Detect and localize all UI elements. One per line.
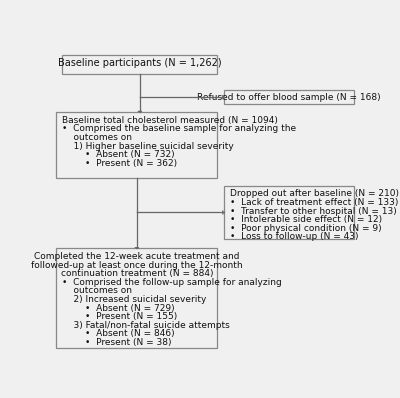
- Text: Dropped out after baseline (N = 210): Dropped out after baseline (N = 210): [230, 189, 399, 198]
- Text: •  Lack of treatment effect (N = 133): • Lack of treatment effect (N = 133): [230, 198, 398, 207]
- Text: •  Absent (N = 729): • Absent (N = 729): [62, 304, 175, 313]
- Text: Baseline participants (N = 1,262): Baseline participants (N = 1,262): [58, 59, 222, 68]
- Text: •  Absent (N = 732): • Absent (N = 732): [62, 150, 175, 159]
- Text: •  Present (N = 38): • Present (N = 38): [62, 338, 172, 347]
- Text: •  Transfer to other hospital (N = 13): • Transfer to other hospital (N = 13): [230, 207, 396, 215]
- Text: continuation treatment (N = 884): continuation treatment (N = 884): [60, 269, 213, 278]
- FancyBboxPatch shape: [224, 185, 354, 239]
- Text: Baseline total cholesterol measured (N = 1094): Baseline total cholesterol measured (N =…: [62, 116, 278, 125]
- Text: •  Intolerable side effect (N = 12): • Intolerable side effect (N = 12): [230, 215, 382, 224]
- FancyBboxPatch shape: [56, 248, 218, 348]
- Text: •  Absent (N = 846): • Absent (N = 846): [62, 330, 175, 338]
- Text: 2) Increased suicidal severity: 2) Increased suicidal severity: [62, 295, 207, 304]
- Text: Completed the 12-week acute treatment and: Completed the 12-week acute treatment an…: [34, 252, 240, 261]
- Text: outcomes on: outcomes on: [62, 287, 132, 295]
- FancyBboxPatch shape: [62, 55, 218, 74]
- Text: •  Loss to follow-up (N = 43): • Loss to follow-up (N = 43): [230, 232, 358, 241]
- Text: outcomes on: outcomes on: [62, 133, 132, 142]
- FancyBboxPatch shape: [56, 112, 218, 178]
- Text: 3) Fatal/non-fatal suicide attempts: 3) Fatal/non-fatal suicide attempts: [62, 321, 230, 330]
- Text: •  Present (N = 155): • Present (N = 155): [62, 312, 178, 321]
- Text: •  Poor physical condition (N = 9): • Poor physical condition (N = 9): [230, 224, 382, 233]
- FancyBboxPatch shape: [224, 90, 354, 104]
- Text: •  Present (N = 362): • Present (N = 362): [62, 159, 178, 168]
- Text: Refused to offer blood sample (N = 168): Refused to offer blood sample (N = 168): [197, 94, 380, 102]
- Text: •  Comprised the follow-up sample for analyzing: • Comprised the follow-up sample for ana…: [62, 278, 282, 287]
- Text: •  Comprised the baseline sample for analyzing the: • Comprised the baseline sample for anal…: [62, 124, 296, 133]
- Text: followed-up at least once during the 12-month: followed-up at least once during the 12-…: [31, 261, 243, 270]
- Text: 1) Higher baseline suicidal severity: 1) Higher baseline suicidal severity: [62, 142, 234, 150]
